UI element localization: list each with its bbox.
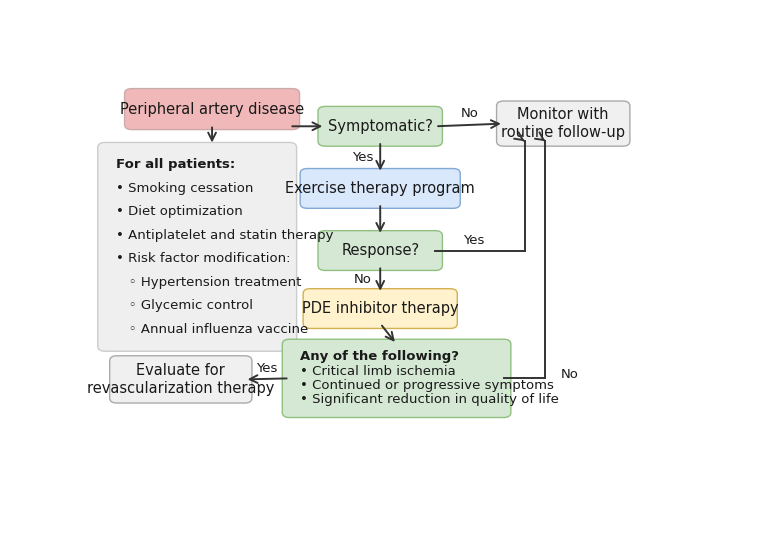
FancyBboxPatch shape <box>98 143 296 351</box>
Text: Monitor with
routine follow-up: Monitor with routine follow-up <box>502 108 625 140</box>
Text: Peripheral artery disease: Peripheral artery disease <box>120 102 304 117</box>
Text: • Antiplatelet and statin therapy: • Antiplatelet and statin therapy <box>116 229 333 242</box>
FancyBboxPatch shape <box>283 339 511 417</box>
FancyBboxPatch shape <box>497 101 630 146</box>
FancyBboxPatch shape <box>318 107 442 146</box>
Text: Response?: Response? <box>341 243 419 258</box>
Text: ◦ Hypertension treatment: ◦ Hypertension treatment <box>116 275 301 288</box>
Text: Symptomatic?: Symptomatic? <box>328 119 432 134</box>
Text: No: No <box>461 107 478 120</box>
Text: • Significant reduction in quality of life: • Significant reduction in quality of li… <box>300 393 559 406</box>
Text: • Diet optimization: • Diet optimization <box>116 205 243 218</box>
Text: Any of the following?: Any of the following? <box>300 350 459 363</box>
Text: • Smoking cessation: • Smoking cessation <box>116 181 253 195</box>
FancyBboxPatch shape <box>110 356 252 403</box>
Text: Yes: Yes <box>352 151 373 164</box>
Text: No: No <box>353 273 371 286</box>
Text: No: No <box>561 367 578 381</box>
Text: Evaluate for
revascularization therapy: Evaluate for revascularization therapy <box>87 363 274 395</box>
Text: Yes: Yes <box>463 233 485 247</box>
Text: • Risk factor modification:: • Risk factor modification: <box>116 252 290 265</box>
Text: For all patients:: For all patients: <box>116 158 235 171</box>
Text: • Critical limb ischemia: • Critical limb ischemia <box>300 365 456 378</box>
FancyBboxPatch shape <box>124 89 300 130</box>
Text: Exercise therapy program: Exercise therapy program <box>286 181 475 196</box>
FancyBboxPatch shape <box>303 289 457 328</box>
FancyBboxPatch shape <box>300 168 460 208</box>
Text: • Continued or progressive symptoms: • Continued or progressive symptoms <box>300 379 554 392</box>
Text: Yes: Yes <box>257 362 278 374</box>
FancyBboxPatch shape <box>318 231 442 271</box>
Text: ◦ Annual influenza vaccine: ◦ Annual influenza vaccine <box>116 323 308 336</box>
Text: ◦ Glycemic control: ◦ Glycemic control <box>116 299 253 312</box>
Text: PDE inhibitor therapy: PDE inhibitor therapy <box>302 301 458 316</box>
